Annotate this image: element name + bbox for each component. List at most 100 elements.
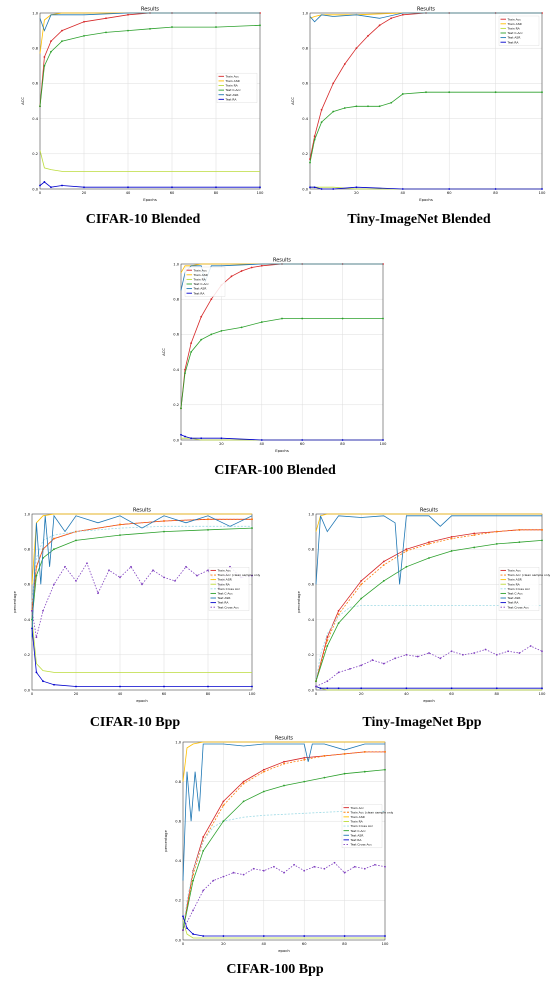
data-point-test-c-acc <box>337 622 340 625</box>
y-tick-label: 1.0 <box>173 262 179 266</box>
data-point-test-ra <box>337 687 340 690</box>
data-point-test-cross-acc <box>35 636 38 639</box>
data-point-test-c-acc <box>202 850 205 852</box>
data-point-train-acc <box>355 47 358 50</box>
data-point-test-cross-acc <box>53 583 55 586</box>
results-chart: Results 0 20 40 60 80 100 0.0 0.2 0.4 0.6 0.8 1.0 epo… <box>163 736 393 954</box>
data-point-test-ra <box>180 433 182 436</box>
data-point-test-c-acc <box>149 27 151 30</box>
x-tick-label: 40 <box>260 442 265 446</box>
legend-label: Test RA <box>507 601 520 605</box>
data-point-train-acc <box>378 24 381 27</box>
legend-label: Test C-Acc <box>193 282 210 286</box>
series-line-test-asr <box>309 12 542 23</box>
data-point-test-ra <box>260 439 263 441</box>
data-point-test-ra <box>171 186 173 189</box>
legend-label: Test Cross Acc <box>350 843 373 847</box>
data-point-train-acc <box>127 13 129 16</box>
legend-box <box>498 15 540 46</box>
data-point-test-ra <box>251 685 253 688</box>
data-point-test-ra <box>401 188 404 190</box>
data-point-test-c-acc <box>332 110 335 113</box>
y-tick-label: 0.0 <box>175 938 181 942</box>
series-line-train-acc-clean <box>315 529 542 682</box>
y-tick-label: 0.4 <box>175 859 181 863</box>
data-point-test-cross-acc <box>119 576 121 579</box>
data-point-train-acc-clean <box>222 804 225 807</box>
data-point-train-acc-clean <box>242 782 245 785</box>
data-point-test-cross-acc <box>212 879 215 882</box>
chart-title: Results <box>420 508 438 514</box>
y-tick-label: 0.6 <box>24 583 30 587</box>
y-tick-label: 0.8 <box>32 47 38 51</box>
legend-label: Train RA <box>193 278 207 282</box>
legend-label: Train Acc <box>225 74 240 78</box>
data-point-test-c-acc <box>259 24 261 27</box>
legend-label: Test RA <box>350 838 363 842</box>
series-line-train-ra <box>39 150 260 172</box>
data-point-test-cross-acc <box>242 873 245 876</box>
data-point-test-cross-acc <box>371 659 374 661</box>
data-point-test-ra <box>341 439 344 441</box>
y-tick-label: 1.0 <box>32 11 38 15</box>
x-tick-label: 40 <box>262 942 267 946</box>
series-line-train-asr <box>39 12 260 54</box>
data-point-train-acc <box>259 12 261 14</box>
data-point-test-cross-acc <box>202 889 205 892</box>
data-point-test-ra <box>75 685 77 688</box>
data-point-test-cross-acc <box>252 867 255 870</box>
data-point-test-cross-acc <box>382 662 385 665</box>
legend-label: Train Acc <box>193 268 208 272</box>
data-point-train-acc <box>473 532 476 535</box>
data-point-test-cross-acc <box>450 650 453 653</box>
data-point-test-c-acc <box>378 105 381 108</box>
data-point-test-ra <box>320 188 323 190</box>
data-point-train-acc-clean <box>382 564 385 566</box>
x-tick-label: 80 <box>214 191 219 195</box>
x-tick-label: 80 <box>495 692 500 696</box>
series-line-test-c-acc <box>315 540 543 682</box>
data-point-test-c-acc <box>127 29 129 32</box>
data-point-train-acc <box>313 135 316 138</box>
x-tick-label: 40 <box>401 191 406 195</box>
data-point-train-acc <box>303 756 306 759</box>
data-point-test-cross-acc <box>353 865 356 868</box>
caption-cifar100-blended: CIFAR-100 Blended <box>214 463 336 478</box>
data-point-test-c-acc <box>326 645 329 647</box>
data-point-test-c-acc <box>355 105 358 108</box>
data-point-test-c-acc <box>320 121 323 124</box>
legend-label: Test RA <box>225 97 238 101</box>
data-point-train-acc <box>250 266 253 269</box>
data-point-test-ra <box>192 933 194 935</box>
data-point-test-c-acc <box>119 534 121 537</box>
data-point-test-cross-acc <box>394 657 396 660</box>
data-point-train-acc <box>450 535 453 538</box>
data-point-test-cross-acc <box>495 653 498 656</box>
data-point-test-c-acc <box>207 528 209 531</box>
data-point-test-ra <box>163 685 165 688</box>
data-point-test-c-acc <box>283 784 285 787</box>
data-point-train-acc-clean <box>251 518 253 521</box>
data-point-test-cross-acc <box>42 609 44 612</box>
data-point-test-c-acc <box>428 557 430 559</box>
y-tick-label: 0.8 <box>175 780 181 784</box>
data-point-test-c-acc <box>251 527 253 529</box>
data-point-train-acc-clean <box>163 520 165 522</box>
y-tick-label: 0.6 <box>302 82 308 86</box>
data-point-train-acc-clean <box>207 518 209 521</box>
data-point-test-ra <box>384 935 386 937</box>
x-tick-label: 60 <box>302 942 307 946</box>
data-point-test-cross-acc <box>323 867 326 870</box>
data-point-test-c-acc <box>382 317 384 320</box>
data-point-train-acc <box>283 760 285 763</box>
data-point-test-cross-acc <box>182 929 184 931</box>
series-line-test-ra <box>180 434 383 441</box>
y-tick-label: 0.8 <box>24 548 30 552</box>
legend-label: Train Acc <box>350 806 365 810</box>
data-point-test-ra <box>326 687 329 690</box>
data-point-test-ra <box>495 687 498 690</box>
x-tick-label: 0 <box>182 942 185 946</box>
data-point-test-cross-acc <box>196 574 198 577</box>
x-tick-label: 60 <box>300 442 305 446</box>
chart-panel-cifar100-blended: Results 0 20 40 60 80 100 0.0 0.2 0.4 0.6 0.8 1.0 Epo… <box>159 255 391 455</box>
